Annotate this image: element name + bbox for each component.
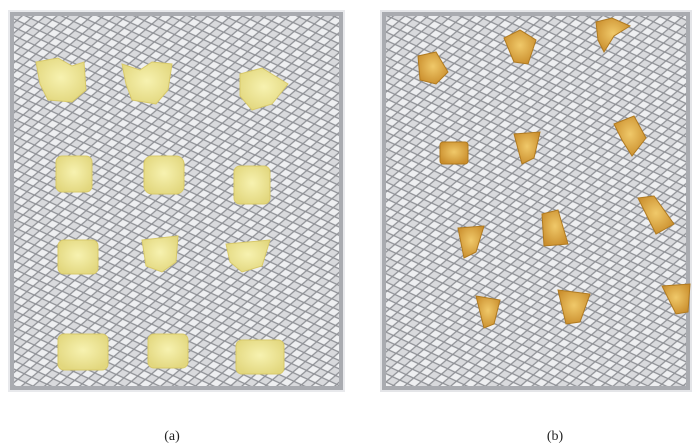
photo-b	[380, 10, 692, 392]
page: (a) (b) (() => { const data = JSON.parse…	[0, 0, 692, 446]
caption-a: (a)	[164, 429, 180, 444]
caption-b: (b)	[547, 429, 564, 444]
photo-a	[8, 10, 345, 392]
figure: (a) (b)	[0, 0, 692, 446]
